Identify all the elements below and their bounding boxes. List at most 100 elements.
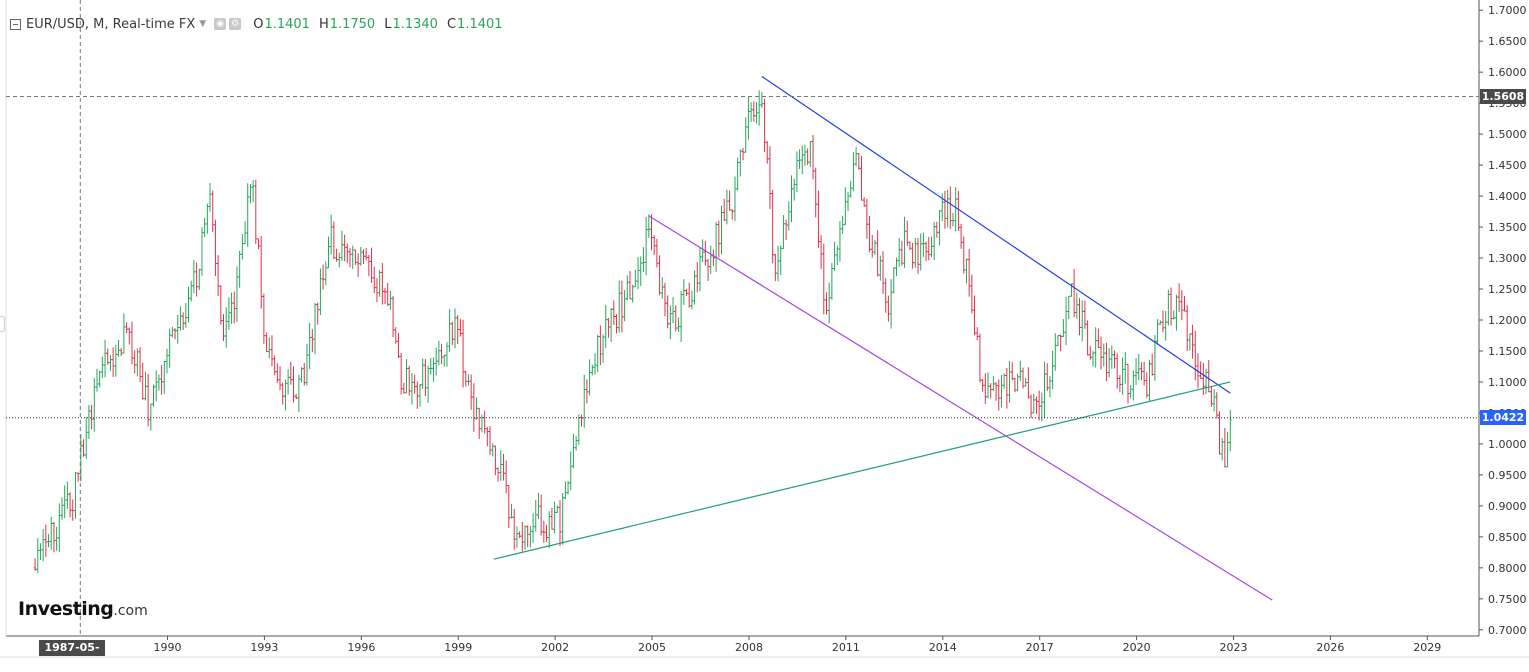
open-value: 1.1401 — [264, 16, 310, 32]
ohlc-bar — [690, 290, 694, 310]
settings-icon[interactable]: ⚙ — [229, 18, 242, 30]
ohlc-bar — [833, 241, 837, 272]
ohlc-bar — [410, 373, 414, 405]
x-tick-label: 2008 — [735, 641, 763, 654]
ohlc-bar — [1150, 353, 1154, 376]
ohlc-bar — [881, 251, 885, 294]
y-tick-label: 0.8000 — [1488, 562, 1527, 575]
ohlc-bar — [849, 181, 853, 198]
ohlc-bar — [741, 147, 745, 161]
ohlc-bar — [948, 186, 952, 230]
ohlc-bar — [170, 326, 174, 338]
ohlc-bar — [964, 258, 968, 284]
ohlc-bar — [962, 236, 966, 274]
ohlc-bar — [326, 236, 330, 269]
y-tick-label: 1.6500 — [1488, 35, 1527, 48]
ohlc-bar — [789, 175, 793, 223]
ohlc-bar — [590, 364, 594, 376]
ohlc-bar — [143, 371, 147, 401]
ohlc-bar — [213, 219, 217, 277]
ohlc-bar — [90, 404, 94, 430]
eye-icon[interactable]: ◉ — [214, 18, 227, 30]
ohlc-bar — [606, 317, 610, 338]
ohlc-bar — [676, 317, 680, 332]
ohlc-bar — [843, 187, 847, 226]
ohlc-bar — [744, 117, 748, 153]
ohlc-bar — [367, 254, 371, 277]
x-tick-label: 2017 — [1026, 641, 1054, 654]
ohlc-bar — [1104, 342, 1108, 382]
panel-resize-handle[interactable] — [0, 316, 5, 332]
ohlc-bar — [641, 247, 645, 273]
ohlc-bar — [757, 90, 761, 126]
ohlc-bar — [294, 393, 298, 400]
ohlc-bar — [628, 270, 632, 300]
ohlc-bar — [405, 359, 409, 394]
ohlc-bar — [523, 525, 527, 551]
ohlc-bar — [1005, 367, 1009, 409]
ohlc-bar — [200, 227, 204, 276]
ohlc-bar — [929, 236, 933, 258]
ohlc-bar — [1048, 376, 1052, 398]
symbol-label[interactable]: EUR/USD, M, Real-time FX — [26, 16, 196, 32]
ohlc-bar — [195, 262, 199, 297]
ohlc-bar — [655, 238, 659, 268]
ohlc-bar — [316, 302, 320, 325]
ohlc-bar — [394, 327, 398, 344]
ohlc-bar — [1008, 361, 1012, 403]
ohlc-bar — [903, 216, 907, 268]
y-tick-label: 1.2000 — [1488, 314, 1527, 327]
ohlc-bar — [792, 178, 796, 201]
ohlc-bar — [1129, 385, 1133, 399]
ohlc-bar — [1137, 354, 1141, 381]
ohlc-bar — [620, 280, 624, 333]
ohlc-bar — [803, 144, 807, 167]
ohlc-bar — [798, 149, 802, 169]
ohlc-bar — [1061, 319, 1065, 337]
y-tick-label: 1.3000 — [1488, 252, 1527, 265]
ohlc-bar — [450, 321, 454, 345]
ohlc-bar — [440, 343, 444, 365]
ohlc-bar — [82, 439, 86, 457]
y-tick-label: 1.0000 — [1488, 438, 1527, 451]
ohlc-bar — [1102, 343, 1106, 367]
ohlc-bar — [685, 289, 689, 297]
ohlc-bar — [663, 282, 667, 317]
ohlc-bar — [1107, 347, 1111, 378]
ohlc-bar — [235, 266, 239, 322]
ohlc-bar — [959, 223, 963, 249]
ohlc-bar — [485, 426, 489, 447]
ohlc-bar — [318, 268, 322, 316]
ohlc-bar — [580, 414, 584, 427]
ohlc-bar — [1056, 335, 1060, 347]
ohlc-bar — [924, 241, 928, 262]
ohlc-bar — [464, 370, 468, 387]
ohlc-bar — [876, 230, 880, 277]
ohlc-bar — [189, 280, 193, 302]
ohlc-bar — [870, 234, 874, 258]
ohlc-bar — [267, 337, 271, 359]
ohlc-bar — [913, 238, 917, 268]
ohlc-bar — [1188, 333, 1192, 351]
ohlc-bar — [1134, 358, 1138, 386]
ohlc-bar — [814, 167, 818, 218]
trendline — [648, 215, 1273, 601]
ohlc-bar — [1201, 363, 1205, 396]
ohlc-bar — [106, 348, 110, 365]
ohlc-bar — [545, 524, 549, 542]
ohlc-bar — [553, 501, 557, 534]
ohlc-bar — [297, 374, 301, 413]
ohlc-bar — [827, 282, 831, 324]
ohlc-bar — [652, 235, 656, 256]
chevron-down-icon[interactable]: ▼ — [199, 19, 207, 29]
collapse-icon[interactable] — [10, 18, 21, 30]
ohlc-bar — [36, 538, 40, 574]
ohlc-bar — [615, 314, 619, 334]
ohlc-bar — [57, 503, 61, 552]
ohlc-bar — [44, 524, 48, 558]
ohlc-bar — [79, 434, 83, 482]
y-tick-label: 0.8500 — [1488, 531, 1527, 544]
ohlc-bar — [442, 354, 446, 367]
